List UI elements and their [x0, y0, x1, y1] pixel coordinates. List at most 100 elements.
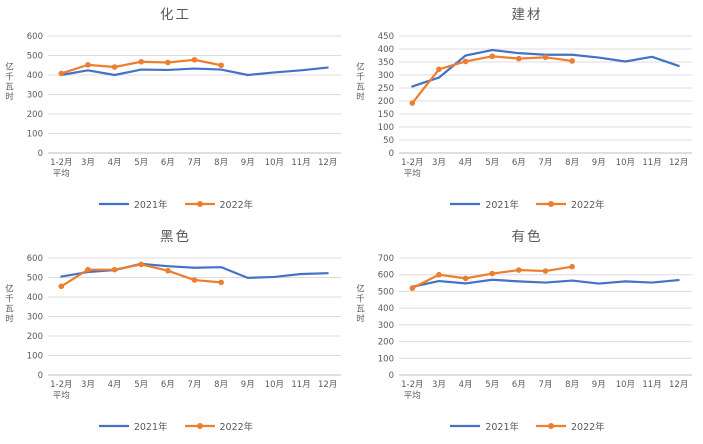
y-tick-label: 0 — [389, 371, 394, 381]
x-tick-label: 平均 — [53, 390, 70, 401]
x-tick-label: 1-2月 — [401, 158, 423, 168]
data-point-marker — [516, 55, 522, 62]
y-tick-label: 100 — [27, 130, 43, 140]
x-tick-label: 4月 — [459, 158, 473, 168]
data-point-marker — [436, 66, 442, 73]
y-tick-label: 100 — [27, 352, 43, 362]
x-tick-label: 12月 — [669, 380, 688, 390]
data-point-marker — [462, 275, 469, 282]
x-tick-label: 5月 — [134, 380, 148, 390]
chart-title-nonferrous: 有色 — [511, 229, 543, 245]
y-tick-label: 200 — [378, 338, 394, 348]
data-point-marker — [569, 58, 575, 64]
x-tick-label: 5月 — [485, 380, 499, 390]
legend-item-2022: 2022年 — [535, 419, 605, 433]
data-point-marker — [111, 266, 118, 273]
x-tick-label: 4月 — [108, 380, 122, 390]
x-tick-label: 4月 — [108, 158, 122, 168]
y-axis-label: 亿千瓦时 — [354, 62, 365, 102]
x-tick-label: 7月 — [188, 158, 202, 168]
x-tick-label: 11月 — [642, 158, 661, 168]
y-tick-label: 300 — [27, 313, 43, 323]
legend-line-sample-2022 — [184, 201, 215, 207]
plot-area-chemicals: 亿千瓦时 0 100 200 300 400 500 600 1-2月 平均 3月 4月 5月 6月 7月… — [0, 26, 351, 192]
gridlines — [399, 257, 692, 376]
series-line-2021年 — [60, 66, 329, 77]
x-tick-label: 平均 — [53, 168, 70, 179]
data-point-marker — [111, 64, 118, 70]
y-axis-label: 亿千瓦时 — [3, 62, 14, 102]
data-point-marker — [489, 270, 496, 277]
x-tick-label: 8月 — [214, 158, 228, 168]
x-tick-label: 3月 — [432, 158, 446, 168]
y-tick-label: 300 — [378, 321, 394, 331]
x-tick-label: 10月 — [265, 158, 284, 168]
legend-line-sample-2021 — [98, 202, 129, 206]
y-tick-label: 700 — [378, 254, 394, 264]
y-tick-label: 500 — [378, 287, 394, 297]
legend-item-2021: 2021年 — [98, 197, 168, 211]
data-point-marker — [409, 285, 416, 291]
legend-label-2021: 2021年 — [485, 422, 519, 433]
x-tick-label: 平均 — [404, 390, 421, 401]
legend-label-2021: 2021年 — [133, 200, 168, 211]
data-point-marker — [569, 263, 575, 270]
y-tick-label: 100 — [378, 354, 394, 364]
x-tick-label: 12月 — [318, 158, 337, 168]
x-tick-label: 8月 — [565, 158, 579, 168]
x-tick-label: 5月 — [134, 158, 148, 168]
x-tick-label: 3月 — [81, 158, 95, 168]
legend-line-sample-2022 — [536, 201, 566, 207]
y-tick-label: 500 — [27, 52, 43, 62]
y-tick-label: 600 — [27, 32, 43, 42]
x-tick-label: 8月 — [214, 380, 228, 390]
series-line-2021年 — [60, 262, 329, 279]
data-point-marker — [85, 266, 91, 273]
series-line-2022年 — [411, 55, 574, 105]
legend-line-sample-2021 — [450, 424, 481, 428]
x-tick-label: 7月 — [539, 158, 553, 168]
data-point-marker — [58, 70, 65, 77]
y-tick-label: 600 — [378, 271, 394, 281]
chart-card-chemicals: 化工 亿千瓦时 0 100 200 300 400 500 600 1-2月 平均 3月 4月 5月 6… — [0, 0, 351, 222]
legend: 2021年 2022年 — [0, 192, 351, 216]
chart-title-chemicals: 化工 — [160, 7, 191, 23]
y-tick-label: 150 — [378, 110, 394, 120]
legend-label-2022: 2022年 — [571, 200, 605, 211]
x-tick-label: 1-2月 — [50, 380, 72, 390]
plot-area-building-materials: 亿千瓦时 0 50 100 150 200 250 300 350 400 450 1-2月 平均 3月… — [351, 26, 703, 192]
x-tick-label: 10月 — [616, 158, 635, 168]
x-tick-label: 10月 — [616, 380, 635, 390]
data-point-marker — [58, 283, 65, 290]
chart-title-ferrous: 黑色 — [160, 229, 191, 245]
legend-line-sample-2021 — [98, 424, 129, 428]
legend-item-2022: 2022年 — [184, 197, 253, 211]
legend-line-sample-2021 — [450, 202, 481, 206]
y-tick-label: 200 — [378, 97, 394, 107]
x-tick-label: 1-2月 — [50, 158, 72, 168]
legend-label-2021: 2021年 — [133, 422, 168, 433]
plot-area-ferrous: 亿千瓦时 0 100 200 300 400 500 600 1-2月 平均 3月 4月 5月 6月 7月… — [0, 248, 351, 414]
x-tick-label: 6月 — [512, 158, 526, 168]
plot-area-nonferrous: 亿千瓦时 0 100 200 300 400 500 600 700 1-2月 平均 3月 4月 5月 6… — [351, 248, 703, 414]
legend: 2021年 2022年 — [0, 414, 351, 438]
y-tick-label: 500 — [27, 274, 43, 284]
legend-line-sample-2022 — [184, 423, 215, 429]
legend: 2021年 2022年 — [351, 414, 703, 438]
y-tick-label: 450 — [378, 32, 394, 42]
legend-item-2022: 2022年 — [535, 197, 605, 211]
y-tick-label: 200 — [27, 110, 43, 120]
gridlines — [399, 35, 692, 154]
legend-item-2021: 2021年 — [98, 419, 168, 433]
y-tick-label: 200 — [27, 332, 43, 342]
x-tick-label: 6月 — [161, 158, 175, 168]
data-point-marker — [85, 62, 91, 68]
y-tick-label: 50 — [383, 136, 394, 146]
x-tick-label: 7月 — [188, 380, 202, 390]
y-tick-label: 250 — [378, 84, 394, 94]
legend-item-2021: 2021年 — [449, 419, 519, 433]
